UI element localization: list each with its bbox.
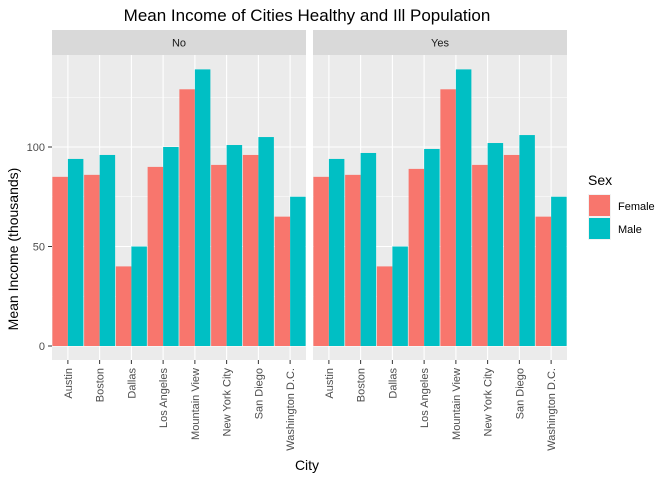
bar-male-san-diego — [258, 137, 274, 346]
bar-male-dallas — [392, 246, 408, 346]
bar-female-san-diego — [242, 154, 259, 346]
x-tick-label: Mountain View — [451, 368, 463, 440]
bar-male-mountain-view — [455, 69, 472, 346]
bar-female-los-angeles — [147, 166, 164, 346]
bar-male-dallas — [131, 246, 147, 346]
panel-strip-label: Yes — [431, 38, 449, 50]
bar-male-austin — [328, 158, 345, 346]
bar-male-washington-d-c- — [551, 196, 567, 346]
y-tick-label: 0 — [39, 341, 45, 353]
legend-label-male: Male — [618, 224, 642, 236]
x-tick-label: Austin — [63, 368, 75, 399]
x-tick-label: San Diego — [253, 368, 265, 419]
panel-strip-label: No — [172, 38, 186, 50]
panel-strip — [313, 30, 567, 55]
bar-male-los-angeles — [163, 147, 179, 346]
bar-female-austin — [52, 176, 68, 346]
bar-male-boston — [99, 154, 116, 346]
x-tick-label: Washington D.C. — [285, 368, 297, 451]
bar-female-boston — [84, 174, 100, 346]
x-tick-label: Washington D.C. — [546, 368, 558, 451]
bar-male-mountain-view — [194, 69, 211, 346]
bar-female-los-angeles — [408, 168, 425, 346]
bar-female-san-diego — [503, 154, 520, 346]
panel-no: No Austin Boston Dallas Los Angeles Mountain … — [52, 30, 306, 451]
y-axis: 0 50 100 — [27, 142, 52, 353]
x-tick-label: Los Angeles — [419, 368, 431, 428]
x-tick-label: Mountain View — [190, 368, 202, 440]
bar-female-new-york-city — [472, 164, 488, 346]
bar-female-dallas — [376, 266, 393, 346]
bar-female-austin — [313, 176, 329, 346]
bar-male-new-york-city — [226, 145, 243, 346]
bar-male-boston — [360, 152, 377, 346]
x-tick-label: Dallas — [387, 368, 399, 399]
chart-title: Mean Income of Cities Healthy and Ill Po… — [124, 6, 491, 25]
x-tick-label: New York City — [483, 368, 495, 437]
bar-female-boston — [345, 174, 361, 346]
x-tick-label: Boston — [356, 368, 368, 402]
bar-male-washington-d-c- — [290, 196, 306, 346]
bar-female-washington-d-c- — [274, 216, 291, 346]
x-axis-title: City — [295, 457, 319, 473]
x-tick-label: Dallas — [126, 368, 138, 399]
x-tick-label: New York City — [222, 368, 234, 437]
legend-label-female: Female — [618, 201, 655, 213]
x-tick-label: Boston — [95, 368, 107, 402]
bar-male-austin — [67, 158, 84, 346]
y-axis-title: Mean Income (thousands) — [5, 168, 21, 331]
bar-male-san-diego — [519, 135, 535, 346]
x-tick-label: Austin — [324, 368, 336, 399]
legend: Sex Female Male — [588, 172, 655, 240]
bar-female-new-york-city — [211, 164, 227, 346]
x-tick-label: Los Angeles — [158, 368, 170, 428]
panel-strip — [52, 30, 306, 55]
bar-female-washington-d-c- — [535, 216, 552, 346]
legend-swatch-female — [589, 195, 610, 216]
bar-male-los-angeles — [424, 148, 440, 346]
y-tick-label: 100 — [27, 142, 45, 154]
bar-male-new-york-city — [487, 143, 504, 346]
bar-female-dallas — [115, 266, 132, 346]
panels: No Austin Boston Dallas Los Angeles Mountain … — [52, 30, 567, 451]
bar-female-mountain-view — [179, 89, 195, 346]
panel-yes: Yes Austin Boston Dallas Los Angeles Mountain… — [313, 30, 567, 451]
legend-swatch-male — [589, 218, 610, 239]
bar-female-mountain-view — [440, 89, 456, 346]
legend-title: Sex — [588, 172, 612, 188]
x-tick-label: San Diego — [514, 368, 526, 419]
y-tick-label: 50 — [33, 242, 45, 254]
